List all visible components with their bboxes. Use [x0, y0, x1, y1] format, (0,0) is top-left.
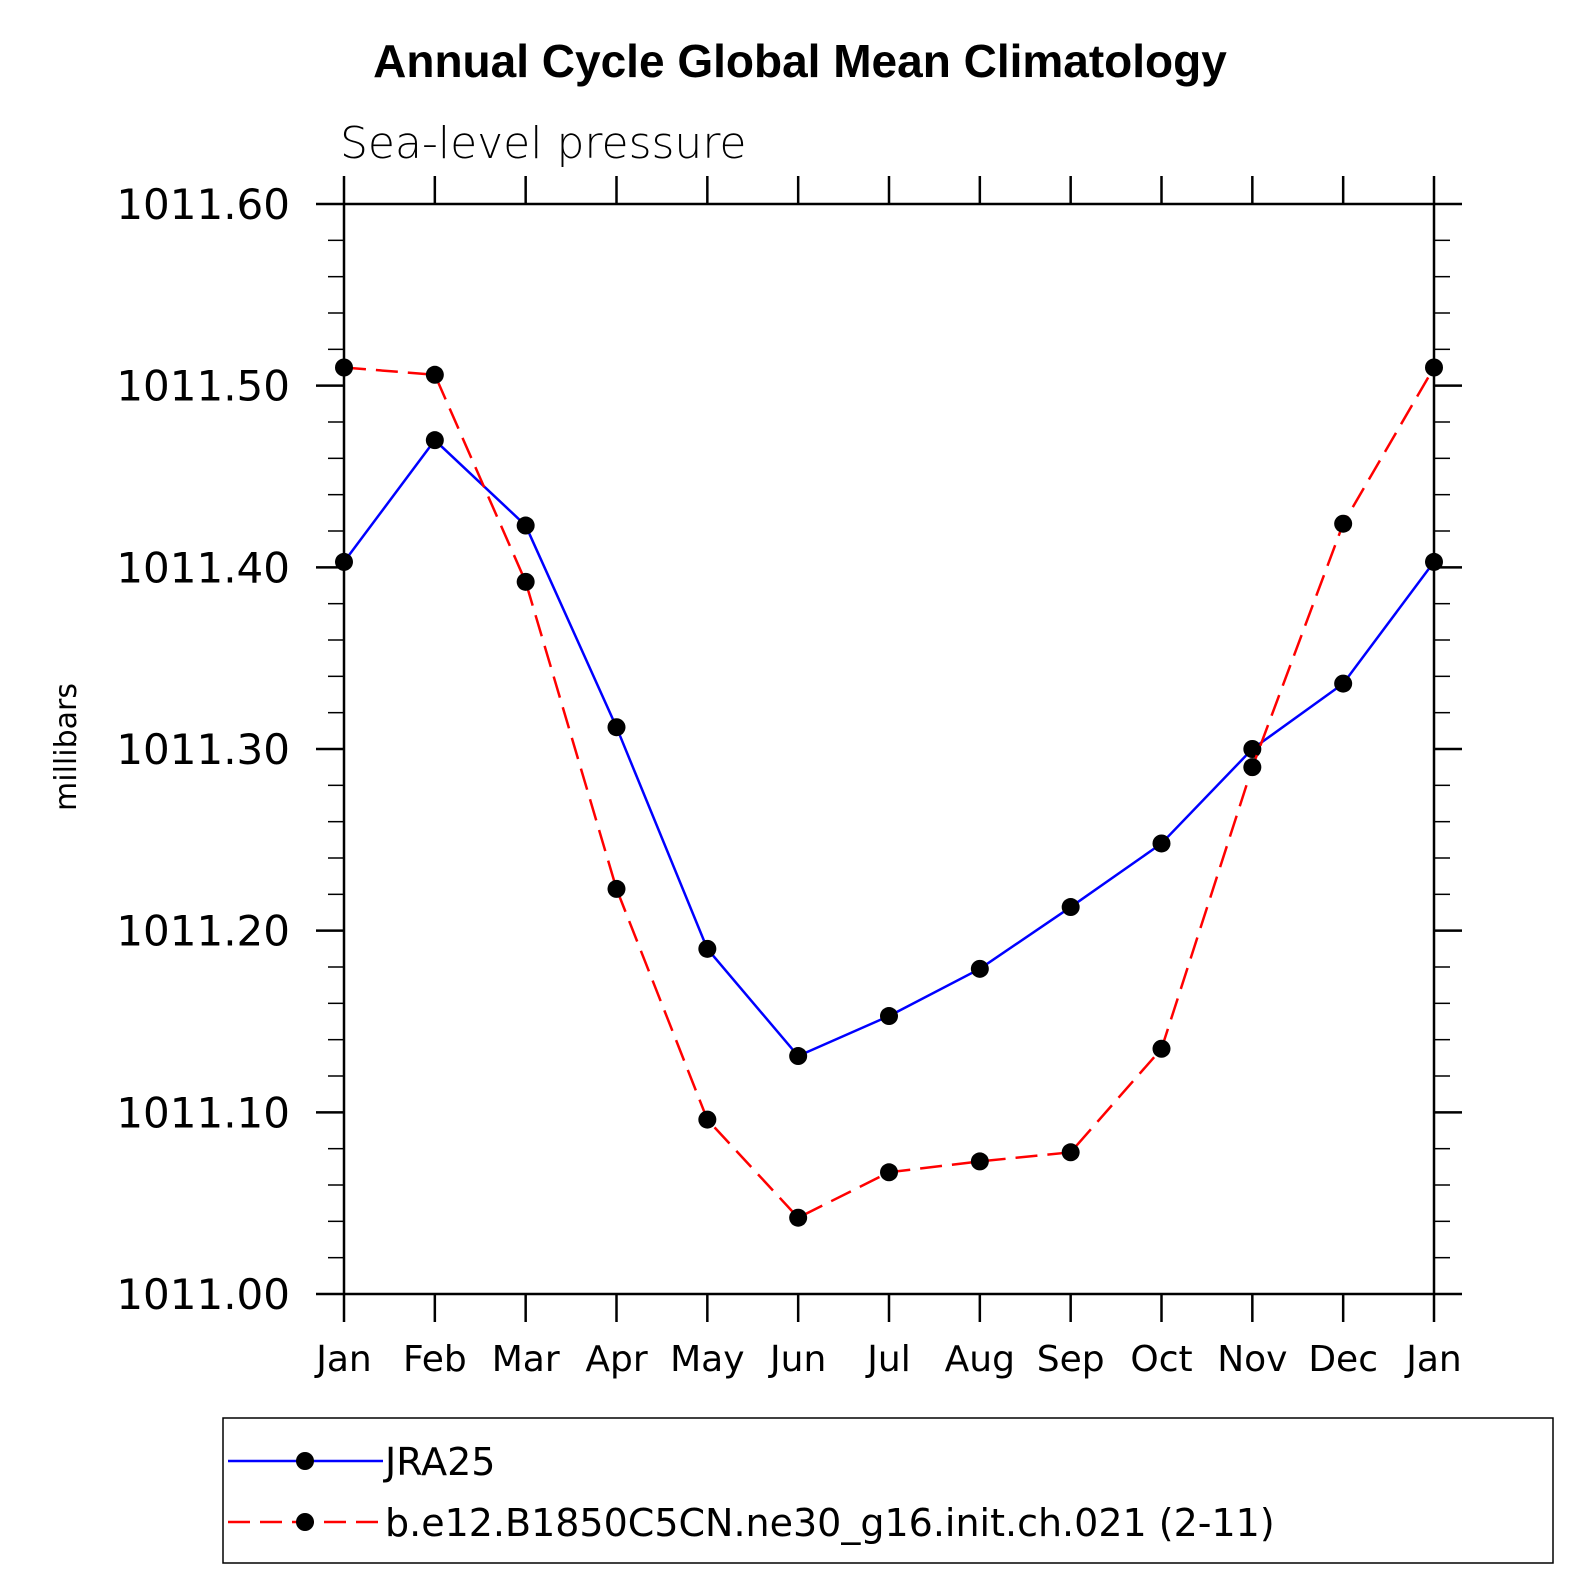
series-0-point: [970, 959, 989, 978]
legend-marker-model: [296, 1513, 314, 1531]
series-1-point: [425, 365, 444, 384]
series-1-point: [1425, 358, 1443, 377]
series-0-point: [1243, 740, 1262, 758]
series-1-point: [970, 1152, 989, 1171]
chart-title: Annual Cycle Global Mean Climatology: [373, 35, 1227, 87]
x-tick-label: Oct: [1130, 1339, 1192, 1380]
x-tick-label: Feb: [403, 1339, 467, 1380]
plot-frame: [342, 202, 1436, 1296]
y-tick-label: 1011.40: [116, 543, 290, 592]
series-layer: [335, 358, 1443, 1227]
series-0-point: [1061, 898, 1080, 917]
legend-marker-jra25: [296, 1452, 314, 1470]
series-1-point: [1243, 758, 1262, 777]
series-1-point: [1061, 1143, 1080, 1162]
series-1-point: [698, 1110, 717, 1129]
y-axis-label: millibars: [49, 683, 84, 811]
y-tick-label: 1011.50: [116, 362, 290, 411]
x-tick-label: May: [670, 1339, 744, 1380]
series-0-point: [789, 1047, 808, 1066]
x-tick-label: Jul: [865, 1339, 910, 1380]
x-tick-label: Sep: [1037, 1339, 1105, 1380]
legend-label-model: b.e12.B1850C5CN.ne30_g16.init.ch.021 (2-…: [385, 1501, 1275, 1545]
series-1-point: [335, 358, 353, 377]
legend: JRA25 b.e12.B1850C5CN.ne30_g16.init.ch.0…: [222, 1417, 1554, 1564]
series-1-point: [607, 879, 626, 898]
axes: 1011.00 1011.10 1011.20 1011.30 1011.40 1011.…: [116, 176, 1462, 1380]
y-tick-label: 1011.60: [116, 180, 290, 229]
y-tick-label: 1011.10: [116, 1088, 290, 1137]
x-tick-label: Jan: [1404, 1339, 1462, 1380]
chart-subtitle: Sea-level pressure: [340, 118, 747, 169]
series-0-point: [880, 1007, 898, 1026]
series-1-point: [880, 1163, 898, 1182]
series-0-point: [607, 718, 626, 737]
series-0-point: [1334, 674, 1353, 693]
y-tick-label: 1011.20: [116, 907, 290, 956]
series-0-point: [425, 431, 444, 450]
series-0-point: [1152, 834, 1171, 853]
series-line-0: [342, 438, 1436, 1058]
series-0-point: [516, 516, 535, 535]
y-tick-label: 1011.00: [116, 1270, 290, 1319]
legend-box: [222, 1417, 1554, 1564]
x-tick-label: Apr: [585, 1339, 647, 1380]
x-tick-label: Jan: [314, 1339, 372, 1380]
series-line-1: [343, 366, 1436, 1220]
series-0-point: [335, 552, 353, 571]
x-tick-label: Mar: [492, 1339, 560, 1380]
series-1-point: [516, 572, 535, 591]
series-1-point: [789, 1208, 808, 1227]
series-1-point: [1152, 1039, 1171, 1058]
x-tick-label: Dec: [1308, 1339, 1378, 1380]
y-tick-label: 1011.30: [116, 725, 290, 774]
series-0-point: [698, 939, 717, 958]
legend-label-jra25: JRA25: [383, 1440, 495, 1484]
series-0-point: [1425, 552, 1443, 571]
series-1-point: [1334, 514, 1353, 533]
x-tick-label: Aug: [945, 1339, 1015, 1380]
x-tick-label: Nov: [1217, 1339, 1287, 1380]
x-tick-label: Jun: [768, 1339, 826, 1380]
